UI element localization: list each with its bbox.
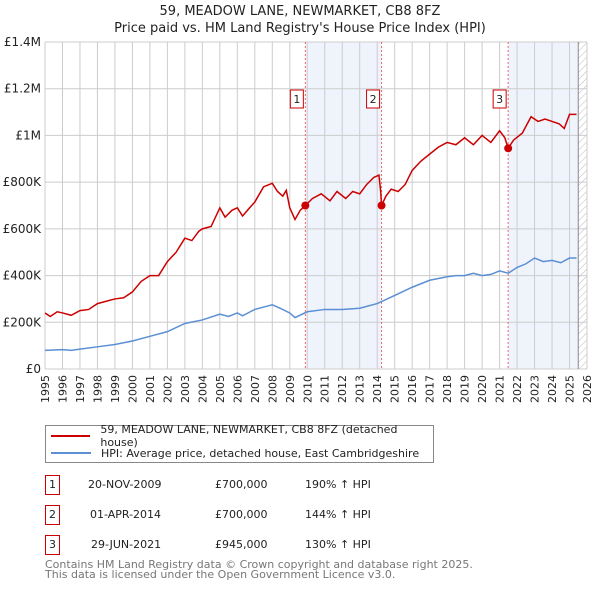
legend: 59, MEADOW LANE, NEWMARKET, CB8 8FZ (det… — [45, 423, 434, 463]
sale-row: 2 01-APR-2014 £700,000 144% ↑ HPI — [45, 505, 465, 525]
legend-hpi-swatch — [51, 452, 91, 454]
x-tick-label: 2013 — [354, 375, 367, 403]
price-chart: 1995 1996 1997 1998 1999 2000 2001 2002 2003 2004… — [3, 35, 594, 403]
legend-property-label: 59, MEADOW LANE, NEWMARKET, CB8 8FZ (det… — [100, 423, 398, 449]
sale-marker-badge: 3 — [45, 535, 60, 555]
shaded-region — [508, 42, 579, 369]
sale-marker-badge: 1 — [45, 475, 60, 495]
x-tick-label: 2017 — [424, 375, 437, 403]
y-tick-label: £800K — [3, 175, 43, 189]
sale-date: 29-JUN-2021 — [91, 538, 162, 551]
sale-hpi-change: 144% ↑ HPI — [305, 508, 371, 521]
x-tick-label: 1996 — [56, 375, 69, 403]
x-tick-label: 2000 — [126, 375, 139, 403]
x-tick-label: 2010 — [301, 375, 314, 403]
sale-hpi-change: 130% ↑ HPI — [305, 538, 371, 551]
sale-price: £945,000 — [215, 538, 268, 551]
y-tick-label: £600K — [3, 222, 43, 236]
sale-point — [301, 201, 310, 210]
sale-row: 1 20-NOV-2009 £700,000 190% ↑ HPI — [45, 475, 465, 495]
x-tick-label: 1997 — [74, 375, 87, 403]
legend-hpi-label: HPI: Average price, detached house, East… — [101, 446, 420, 460]
chart-subtitle: Price paid vs. HM Land Registry's House … — [114, 21, 486, 36]
x-tick-label: 1995 — [39, 375, 52, 403]
x-tick-label: 2022 — [511, 375, 524, 403]
x-tick-label: 2020 — [476, 375, 489, 403]
sale-label-box — [492, 89, 507, 109]
series-line-property — [44, 113, 577, 318]
x-tick-label: 2002 — [161, 375, 174, 403]
x-tick-label: 1999 — [109, 375, 122, 403]
x-tick-label: 2023 — [529, 375, 542, 403]
x-tick-label: 2025 — [564, 375, 577, 403]
x-tick-label: 2016 — [406, 375, 419, 403]
x-tick-label: 2001 — [144, 375, 157, 403]
x-tick-label: 2012 — [336, 375, 349, 403]
sale-row: 3 29-JUN-2021 £945,000 130% ↑ HPI — [45, 535, 465, 555]
sale-label-box — [366, 89, 381, 109]
sale-label: 1 — [293, 93, 300, 106]
y-tick-label: £1.4M — [4, 35, 41, 49]
chart-title: 59, MEADOW LANE, NEWMARKET, CB8 8FZ — [159, 4, 441, 19]
y-tick-label: £0 — [26, 362, 41, 376]
x-tick-label: 2021 — [494, 375, 507, 403]
x-tick-label: 2018 — [441, 375, 454, 403]
x-tick-label: 2003 — [179, 375, 192, 403]
x-tick-label: 2006 — [231, 375, 244, 403]
x-tick-label: 2014 — [371, 375, 384, 403]
sale-marker-badge: 2 — [45, 505, 60, 525]
x-tick-label: 2015 — [389, 375, 402, 403]
sale-point — [504, 144, 513, 153]
series-line-hpi — [44, 257, 577, 352]
x-tick-label: 2009 — [284, 375, 297, 403]
x-tick-label: 2011 — [319, 375, 332, 403]
footer-licence: This data is licensed under the Open Gov… — [45, 568, 396, 581]
sale-price: £700,000 — [215, 478, 268, 491]
x-tick-label: 2004 — [196, 375, 209, 403]
y-tick-label: £1.2M — [4, 82, 41, 96]
footer-copyright: Contains HM Land Registry data © Crown c… — [45, 558, 473, 571]
sale-label: 2 — [370, 93, 377, 106]
sale-date: 01-APR-2014 — [90, 508, 162, 521]
x-tick-label: 2005 — [214, 375, 227, 403]
sale-label-box — [289, 89, 304, 109]
sale-date: 20-NOV-2009 — [88, 478, 162, 491]
sale-hpi-change: 190% ↑ HPI — [305, 478, 371, 491]
x-tick-label: 1998 — [91, 375, 104, 403]
x-tick-label: 2008 — [266, 375, 279, 403]
x-tick-label: 2019 — [459, 375, 472, 403]
y-tick-label: £1M — [15, 128, 41, 142]
x-tick-label: 2007 — [249, 375, 262, 403]
sale-label: 3 — [496, 93, 503, 106]
sale-price: £700,000 — [215, 508, 268, 521]
y-tick-label: £400K — [3, 269, 43, 283]
footer: Contains HM Land Registry data © Crown c… — [45, 558, 473, 581]
x-tick-label: 2026 — [581, 375, 594, 403]
x-tick-label: 2024 — [546, 375, 559, 403]
forecast-hatch — [578, 42, 587, 369]
y-tick-label: £200K — [3, 315, 43, 329]
legend-property-swatch — [51, 435, 91, 437]
sale-point — [377, 201, 386, 210]
